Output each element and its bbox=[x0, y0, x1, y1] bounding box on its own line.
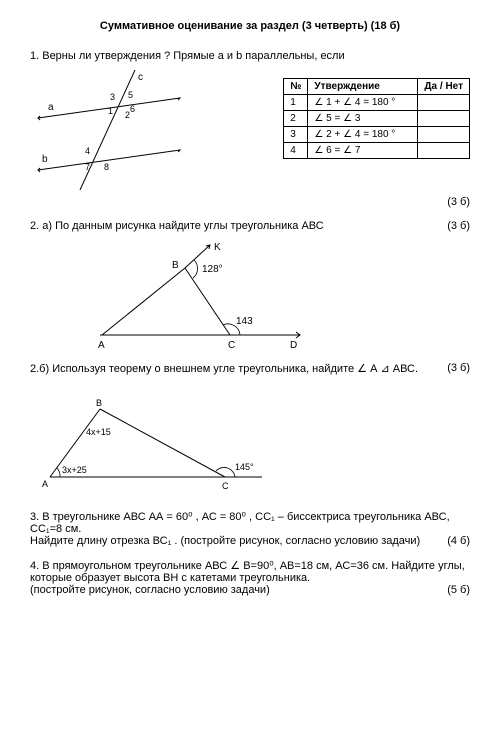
page-title: Суммативное оценивание за раздел (3 четв… bbox=[30, 20, 470, 32]
q2b-text: 2.б) Используя теорему о внешнем угле тр… bbox=[30, 362, 470, 375]
expr1: 4x+15 bbox=[86, 427, 111, 437]
q3-line2-wrap: Найдите длину отрезка ВС₁ . (постройте р… bbox=[30, 535, 470, 547]
q1-diagram: a b c 3 5 6 1 2 4 7 8 bbox=[30, 70, 190, 190]
n7: 7 bbox=[85, 162, 90, 172]
n1: 1 bbox=[108, 106, 113, 116]
n8: 8 bbox=[104, 162, 109, 172]
q2b-text-span: 2.б) Используя теорему о внешнем угле тр… bbox=[30, 363, 418, 375]
q2a-text-span: 2. а) По данным рисунка найдите углы тре… bbox=[30, 220, 324, 232]
ang143: 143 bbox=[236, 316, 253, 327]
q1-table: № Утверждение Да / Нет 1∠ 1 + ∠ 4 = 180 … bbox=[283, 78, 470, 159]
lbl-A: A bbox=[98, 340, 105, 350]
q2b-points: (3 б) bbox=[447, 362, 470, 374]
r1c1: 1 bbox=[284, 95, 308, 111]
n6: 6 bbox=[130, 104, 135, 114]
r4c1: 4 bbox=[284, 143, 308, 159]
r1c2: ∠ 1 + ∠ 4 = 180 ° bbox=[308, 95, 418, 111]
r4c3[interactable] bbox=[418, 143, 470, 159]
lbl-A2: A bbox=[42, 479, 48, 489]
label-b: b bbox=[42, 154, 48, 165]
question-1: 1. Верны ли утверждения ? Прямые a и b п… bbox=[30, 50, 470, 208]
q3-line1: 3. В треугольнике АВС АА = 60⁰ , АС = 80… bbox=[30, 510, 470, 535]
lbl-B2: B bbox=[96, 398, 102, 408]
q2a-diagram: A C D K B 128° 143 bbox=[90, 240, 470, 350]
n2: 2 bbox=[125, 110, 130, 120]
q2a-points: (3 б) bbox=[447, 220, 470, 232]
question-3: 3. В треугольнике АВС АА = 60⁰ , АС = 80… bbox=[30, 510, 470, 547]
n4: 4 bbox=[85, 146, 90, 156]
q3-points: (4 б) bbox=[447, 535, 470, 547]
r3c1: 3 bbox=[284, 127, 308, 143]
label-a: a bbox=[48, 102, 54, 113]
lbl-K: K bbox=[214, 242, 221, 253]
th-stmt: Утверждение bbox=[308, 79, 418, 95]
q1-points: (3 б) bbox=[30, 196, 470, 208]
r2c2: ∠ 5 = ∠ 3 bbox=[308, 111, 418, 127]
q1-text: 1. Верны ли утверждения ? Прямые a и b п… bbox=[30, 50, 470, 62]
q4-line3-wrap: (постройте рисунок, согласно условию зад… bbox=[30, 584, 470, 596]
n5: 5 bbox=[128, 90, 133, 100]
q1-table-wrap: № Утверждение Да / Нет 1∠ 1 + ∠ 4 = 180 … bbox=[283, 78, 470, 159]
r4c2: ∠ 6 = ∠ 7 bbox=[308, 143, 418, 159]
r3c2: ∠ 2 + ∠ 4 = 180 ° bbox=[308, 127, 418, 143]
r1c3[interactable] bbox=[418, 95, 470, 111]
q4-points: (5 б) bbox=[447, 584, 470, 596]
q3-line2: Найдите длину отрезка ВС₁ . (постройте р… bbox=[30, 535, 420, 547]
q4-line2: которые образует высота ВН с катетами тр… bbox=[30, 572, 470, 584]
expr2: 3x+25 bbox=[62, 465, 87, 475]
r2c1: 2 bbox=[284, 111, 308, 127]
q4-line3: (постройте рисунок, согласно условию зад… bbox=[30, 584, 270, 596]
lbl-B: B bbox=[172, 260, 179, 271]
th-yn: Да / Нет bbox=[418, 79, 470, 95]
q4-line1: 4. В прямоугольном треугольнике АВС ∠ В=… bbox=[30, 559, 470, 572]
th-num: № bbox=[284, 79, 308, 95]
n3: 3 bbox=[110, 92, 115, 102]
ang128: 128° bbox=[202, 264, 223, 275]
q2b-diagram: A B C 4x+15 3x+25 145° bbox=[40, 397, 470, 492]
lbl-D: D bbox=[290, 340, 297, 350]
q2a-text: 2. а) По данным рисунка найдите углы тре… bbox=[30, 220, 470, 232]
r3c3[interactable] bbox=[418, 127, 470, 143]
question-2b: 2.б) Используя теорему о внешнем угле тр… bbox=[30, 362, 470, 492]
r2c3[interactable] bbox=[418, 111, 470, 127]
ext145: 145° bbox=[235, 462, 254, 472]
lbl-C2: C bbox=[222, 481, 229, 491]
question-2a: 2. а) По данным рисунка найдите углы тре… bbox=[30, 220, 470, 350]
label-c: c bbox=[138, 72, 143, 83]
question-4: 4. В прямоугольном треугольнике АВС ∠ В=… bbox=[30, 559, 470, 596]
lbl-C: C bbox=[228, 340, 235, 350]
